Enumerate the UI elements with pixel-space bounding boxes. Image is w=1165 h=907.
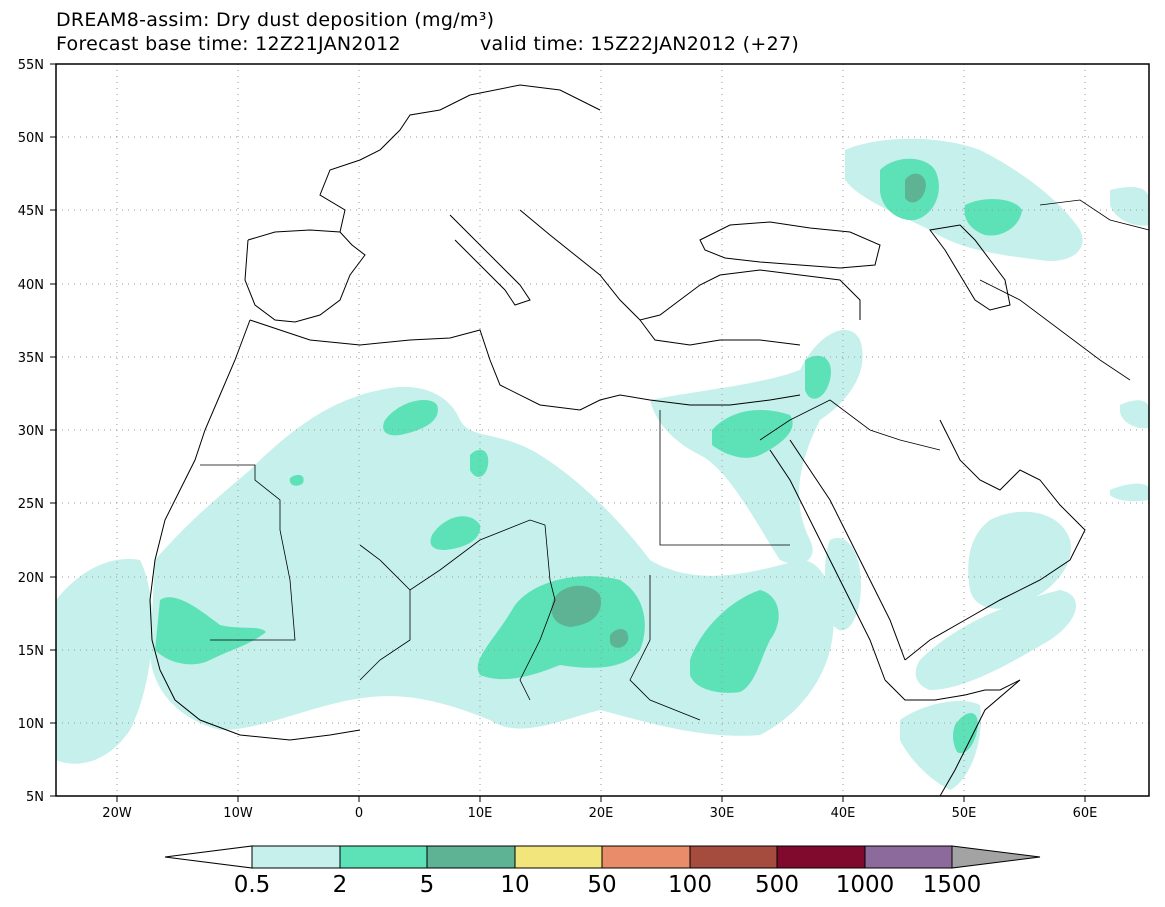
lat-label: 10N <box>18 717 44 732</box>
colorbar-label: 0.5 <box>234 872 271 898</box>
colorbar-low-arrow <box>164 845 253 869</box>
map-title: DREAM8-assim: Dry dust deposition (mg/m³… <box>56 9 495 31</box>
colorbar-label: 100 <box>668 872 712 898</box>
map-subtitle: Forecast base time: 12Z21JAN2012 valid ti… <box>56 33 799 55</box>
lon-label: 20E <box>589 806 614 821</box>
lon-label: 40E <box>831 806 856 821</box>
colorbar-label: 1000 <box>836 872 895 898</box>
lat-label: 15N <box>18 644 44 659</box>
lat-label: 30N <box>18 424 44 439</box>
colorbar-label: 50 <box>587 872 616 898</box>
lat-label: 45N <box>18 204 44 219</box>
colorbar-label: 500 <box>755 872 799 898</box>
lon-label: 60E <box>1073 806 1098 821</box>
coastlines <box>149 84 1086 796</box>
base-time: Forecast base time: 12Z21JAN2012 <box>56 33 401 55</box>
lon-label: 0 <box>355 806 363 821</box>
lon-label: 20W <box>102 806 132 821</box>
colorbar-bin <box>776 845 866 869</box>
colorbar-label: 10 <box>500 872 529 898</box>
lat-label: 40N <box>18 278 44 293</box>
graticule <box>56 64 1149 796</box>
lat-label: 50N <box>18 131 44 146</box>
lon-label: 10E <box>468 806 493 821</box>
colorbar-label: 5 <box>420 872 435 898</box>
lon-label: 50E <box>952 806 977 821</box>
colorbar-bin <box>339 845 428 869</box>
lat-labels: 55N 50N 45N 40N 35N 30N 25N 20N 15N 10N … <box>18 58 44 805</box>
colorbar-label: 2 <box>333 872 348 898</box>
lat-label: 25N <box>18 497 44 512</box>
lon-label: 10W <box>223 806 253 821</box>
colorbar-label: 1500 <box>923 872 982 898</box>
lon-label: 30E <box>710 806 735 821</box>
colorbar-high-arrow <box>951 845 1041 869</box>
lat-label: 55N <box>18 58 44 73</box>
colorbar-bin <box>514 845 603 869</box>
colorbar-bin <box>251 845 341 869</box>
colorbar-bin <box>864 845 953 869</box>
lat-label: 20N <box>18 571 44 586</box>
colorbar-bin <box>601 845 691 869</box>
colorbar-labels: 0.5 2 5 10 50 100 500 1000 1500 <box>234 872 982 898</box>
dust-shading <box>56 138 1149 790</box>
colorbar-bin <box>426 845 516 869</box>
valid-time: valid time: 15Z22JAN2012 (+27) <box>480 33 800 55</box>
colorbar-bin <box>689 845 778 869</box>
lat-label: 5N <box>26 790 44 805</box>
lat-label: 35N <box>18 351 44 366</box>
colorbar <box>164 845 1041 869</box>
lon-labels: 20W 10W 0 10E 20E 30E 40E 50E 60E <box>102 806 1097 821</box>
borders <box>200 199 1149 721</box>
